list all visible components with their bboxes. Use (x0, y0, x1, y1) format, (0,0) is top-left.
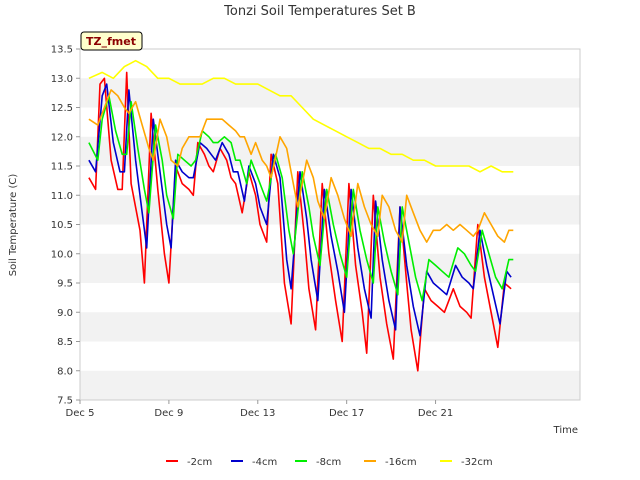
legend-label: -32cm (461, 457, 493, 468)
y-tick-label: 8.5 (57, 337, 73, 348)
y-tick-label: 10.0 (51, 249, 73, 260)
y-tick-label: 13.5 (51, 45, 73, 56)
y-tick-label: 10.5 (51, 220, 73, 231)
x-tick-label: Dec 21 (418, 408, 453, 419)
grid-band (80, 136, 580, 166)
y-tick-label: 9.5 (57, 279, 73, 290)
y-tick-label: 12.5 (51, 103, 73, 114)
series-line-16cm (88, 89, 514, 243)
station-badge-text: TZ_fmet (86, 35, 136, 48)
x-tick-label: Dec 13 (240, 408, 275, 419)
legend-label: -16cm (385, 457, 417, 468)
grid-band (80, 78, 580, 108)
x-tick-label: Dec 9 (154, 408, 183, 419)
station-badge-box (80, 31, 143, 51)
x-axis-label: Time (553, 425, 578, 436)
y-tick-label: 11.5 (51, 162, 73, 173)
legend: -2cm -4cm -8cm -16cm -32cm (166, 457, 493, 468)
x-tick-label: Dec 5 (66, 408, 95, 419)
series-line-4cm (88, 83, 512, 337)
y-tick-label: 13.0 (51, 74, 73, 85)
grid-bands (80, 78, 580, 400)
x-tick-label: Dec 17 (329, 408, 364, 419)
legend-label: -2cm (187, 457, 212, 468)
station-badge: TZ_fmet (80, 31, 143, 51)
y-tick-label: 7.5 (57, 396, 73, 407)
chart-title: Tonzi Soil Temperatures Set B (223, 4, 416, 19)
y-tick-label: 8.0 (57, 366, 73, 377)
y-axis-label: Soil Temperature (C) (8, 174, 19, 277)
y-axis-ticks: 7.5 8.0 8.5 9.0 9.5 10.0 10.5 11.0 11.5 12.0 12.5 1… (51, 45, 80, 407)
legend-label: -8cm (316, 457, 341, 468)
y-tick-label: 9.0 (57, 308, 73, 319)
x-axis-ticks: Dec 5 Dec 9 Dec 13 Dec 17 Dec 21 (66, 400, 453, 419)
legend-label: -4cm (252, 457, 277, 468)
grid-band (80, 370, 580, 400)
series-line-8cm (88, 95, 514, 302)
grid-band (80, 312, 580, 342)
series-layer (88, 59, 514, 372)
series-line-32cm (88, 59, 514, 173)
y-tick-label: 12.0 (51, 132, 73, 143)
y-tick-label: 11.0 (51, 191, 73, 202)
